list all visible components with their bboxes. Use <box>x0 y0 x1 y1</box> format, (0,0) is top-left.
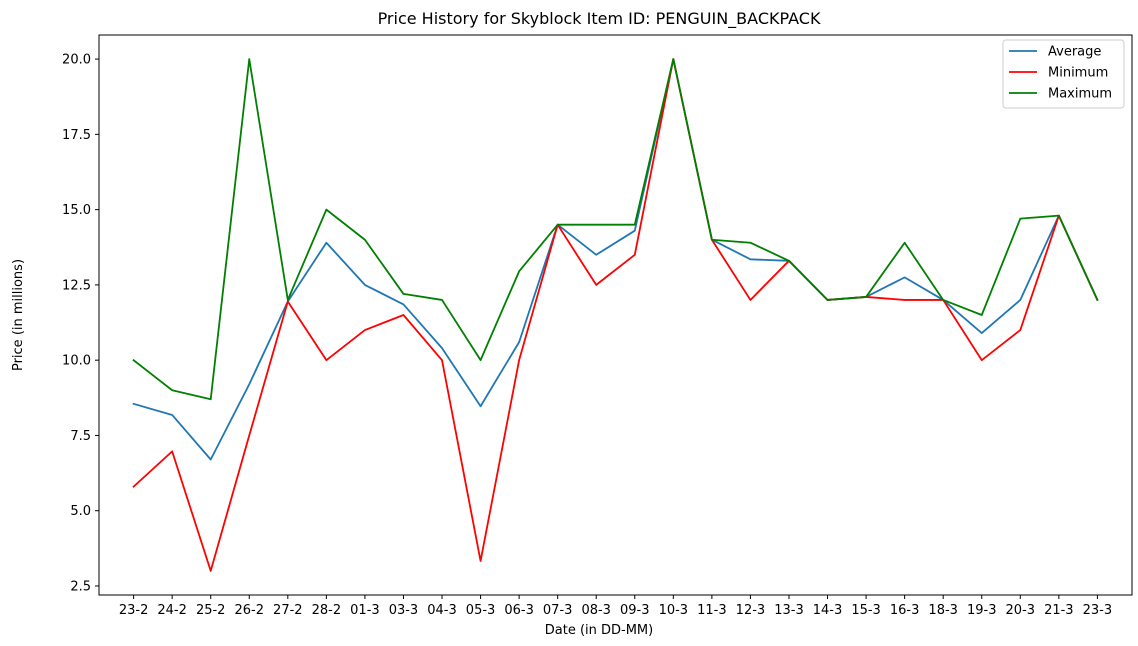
x-tick-label: 24-2 <box>157 603 187 618</box>
y-tick-label: 10.0 <box>62 354 91 369</box>
y-tick-label: 5.0 <box>70 504 91 519</box>
series-lines <box>132 58 1099 572</box>
x-tick-label: 20-3 <box>1006 603 1036 618</box>
x-axis-label: Date (in DD-MM) <box>545 623 653 638</box>
x-tick-label: 13-3 <box>774 603 804 618</box>
x-tick-label: 08-3 <box>581 603 611 618</box>
x-tick-label: 26-2 <box>235 603 265 618</box>
plot-area <box>98 34 1133 596</box>
x-tick-label: 11-3 <box>697 603 727 618</box>
x-tick-label: 28-2 <box>312 603 342 618</box>
x-tick-label: 23-3 <box>1083 603 1113 618</box>
x-tick-label: 06-3 <box>504 603 534 618</box>
x-tick-label: 15-3 <box>851 603 881 618</box>
legend-label-average: Average <box>1048 45 1101 60</box>
x-axis: 23-2 24-2 25-2 26-2 27-2 28-2 01-3 03-3 04-3 05-3… <box>119 595 1112 618</box>
x-tick-label: 01-3 <box>350 603 380 618</box>
x-tick-label: 07-3 <box>543 603 573 618</box>
y-tick-label: 15.0 <box>62 203 91 218</box>
y-axis: 2.5 5.0 7.5 10.0 12.5 15.0 17.5 20.0 <box>62 53 99 594</box>
x-tick-label: 19-3 <box>967 603 997 618</box>
y-tick-label: 17.5 <box>62 128 91 143</box>
x-tick-label: 27-2 <box>273 603 303 618</box>
y-tick-label: 12.5 <box>62 278 91 293</box>
x-tick-label: 18-3 <box>928 603 958 618</box>
x-tick-label: 21-3 <box>1044 603 1074 618</box>
x-tick-label: 16-3 <box>890 603 920 618</box>
x-tick-label: 05-3 <box>466 603 496 618</box>
x-tick-label: 10-3 <box>659 603 689 618</box>
x-tick-label: 12-3 <box>736 603 766 618</box>
y-axis-label: Price (in millions) <box>11 259 26 371</box>
series-line-average <box>132 58 1099 461</box>
y-tick-label: 2.5 <box>70 579 91 594</box>
x-tick-label: 03-3 <box>389 603 419 618</box>
x-tick-label: 09-3 <box>620 603 650 618</box>
chart-title: Price History for Skyblock Item ID: PENG… <box>378 9 821 29</box>
legend: Average Minimum Maximum <box>1002 39 1125 109</box>
series-line-maximum <box>132 58 1099 401</box>
x-tick-label: 25-2 <box>196 603 226 618</box>
x-tick-label: 04-3 <box>427 603 457 618</box>
y-tick-label: 20.0 <box>62 53 91 68</box>
plot-frame <box>98 34 1133 596</box>
series-line-minimum <box>132 58 1099 572</box>
legend-label-minimum: Minimum <box>1048 66 1108 81</box>
x-tick-label: 14-3 <box>813 603 843 618</box>
legend-label-maximum: Maximum <box>1048 87 1112 102</box>
x-tick-label: 23-2 <box>119 603 149 618</box>
legend-frame <box>1002 39 1125 109</box>
y-tick-label: 7.5 <box>70 429 91 444</box>
